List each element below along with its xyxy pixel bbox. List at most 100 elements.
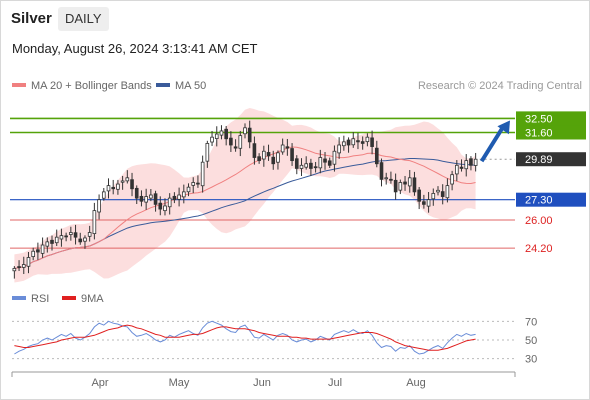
candle-body (111, 186, 116, 190)
candle-body (379, 162, 384, 180)
candle-body (12, 268, 17, 272)
candle-body (139, 195, 144, 202)
candle-body (318, 157, 323, 169)
candle-body (337, 144, 341, 154)
level-label-29.89: 29.89 (525, 154, 553, 166)
candle-body (266, 152, 271, 157)
candle-body (346, 139, 351, 146)
candle-body (384, 177, 389, 180)
candle-body (214, 133, 219, 139)
legend-9ma: 9MA (62, 293, 104, 305)
candle-body (73, 232, 78, 238)
candle-body (455, 164, 459, 175)
rsi-tick-50: 50 (525, 335, 537, 347)
candle-body (21, 264, 26, 268)
source-credit: Research © 2024 Trading Central (417, 80, 582, 92)
candle-body (163, 205, 167, 212)
candle-body (436, 189, 440, 193)
candle-body (172, 195, 177, 201)
candle-body (294, 158, 299, 169)
candle-body (186, 186, 191, 193)
candle-body (238, 135, 243, 149)
candle-body (40, 244, 45, 254)
candle-body (167, 197, 172, 208)
candle-body (64, 235, 68, 238)
candle-body (271, 156, 276, 165)
candle-body (374, 147, 379, 165)
ma9-label: 9MA (81, 293, 104, 305)
candle-body (45, 241, 50, 247)
candle-body (280, 144, 285, 153)
candle-body (120, 180, 125, 183)
candle-body (134, 187, 139, 199)
rsi-tick-70: 70 (525, 316, 537, 328)
level-label-31.60: 31.60 (525, 128, 553, 140)
candle-body (327, 160, 332, 166)
forecast-arrow-head (497, 120, 510, 135)
candle-body (87, 232, 92, 237)
candle-body (469, 158, 473, 166)
candle-body (412, 177, 417, 193)
ma50-label: MA 50 (175, 80, 207, 92)
candle-body (365, 136, 370, 143)
x-tick-may: May (169, 377, 190, 389)
candle-body (332, 150, 337, 165)
candle-body (323, 158, 327, 163)
datetime-label: Monday, August 26, 2024 3:13:41 AM CET (12, 41, 258, 56)
candle-body (276, 152, 280, 163)
candle-body (351, 138, 356, 146)
x-tick-apr: Apr (91, 377, 108, 389)
candle-body (459, 166, 464, 169)
candle-body (50, 239, 54, 244)
candle-body (229, 137, 233, 146)
x-tick-jun: Jun (253, 377, 271, 389)
legend-ma50: MA 50 (156, 80, 206, 92)
candle-body (247, 127, 252, 143)
candle-body (69, 232, 73, 235)
bollinger-band (14, 108, 476, 283)
candle-body (149, 194, 153, 199)
candle-body (31, 250, 35, 257)
candle-body (97, 199, 101, 213)
ma9-swatch (62, 296, 76, 301)
candle-body (200, 161, 205, 187)
ma20-swatch (12, 83, 26, 88)
candle-body (205, 143, 210, 162)
candle-body (299, 164, 304, 169)
candle-body (158, 202, 163, 210)
candle-body (398, 182, 403, 191)
candle-body (36, 249, 40, 253)
candle-body (78, 238, 83, 243)
candle-body (26, 257, 31, 267)
level-label-26.00: 26.00 (525, 215, 553, 227)
level-label-32.50: 32.50 (525, 113, 553, 125)
candle-body (177, 194, 181, 200)
candle-body (450, 174, 454, 185)
candle-body (313, 166, 318, 169)
candle-body (403, 181, 407, 185)
candle-body (426, 199, 431, 207)
level-box-27.30 (516, 192, 586, 207)
forecast-arrow-shaft (479, 124, 506, 163)
ma20-label: MA 20 + Bollinger Bands (31, 80, 152, 92)
rsi-series-9ma (14, 324, 476, 351)
candle-body (181, 191, 186, 198)
candle-body (440, 191, 445, 197)
candle-body (101, 191, 106, 199)
candle-body (243, 127, 247, 135)
candle-body (59, 235, 64, 240)
candle-body (356, 140, 360, 143)
ma50-swatch (156, 83, 170, 88)
candle-body (224, 128, 228, 140)
candle-body (473, 158, 478, 166)
candle-body (422, 201, 426, 205)
timeframe-badge[interactable]: DAILY (58, 7, 109, 31)
candle-body (196, 182, 200, 185)
candle-body (431, 193, 436, 200)
rsi-series-rsi (14, 320, 476, 355)
candle-body (290, 148, 294, 162)
candle-body (116, 183, 120, 190)
price-levels: 32.50 31.60 29.89 27.30 26.00 24.20 (10, 111, 586, 255)
candle-body (360, 141, 365, 144)
